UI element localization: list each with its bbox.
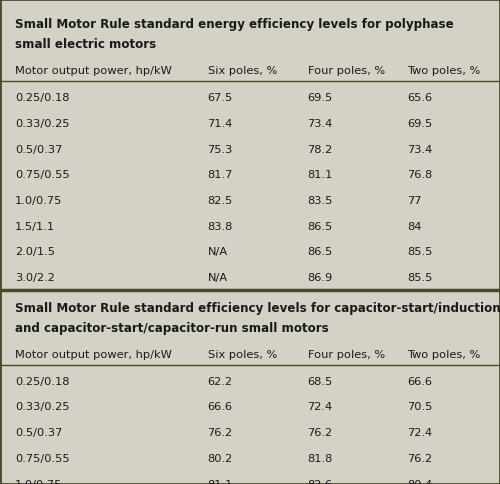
Text: 1.0/0.75: 1.0/0.75 [15,479,62,484]
Text: 0.75/0.55: 0.75/0.55 [15,453,70,463]
Text: 84: 84 [408,221,422,231]
Text: 0.25/0.18: 0.25/0.18 [15,93,70,103]
Text: 77: 77 [408,196,422,206]
Text: 76.2: 76.2 [208,427,233,437]
Text: 0.5/0.37: 0.5/0.37 [15,144,62,154]
Text: 1.0/0.75: 1.0/0.75 [15,196,62,206]
Text: 75.3: 75.3 [208,144,233,154]
Text: 80.2: 80.2 [208,453,233,463]
Text: 81.1: 81.1 [308,170,333,180]
Text: 67.5: 67.5 [208,93,233,103]
Text: N/A: N/A [208,247,228,257]
Text: 76.2: 76.2 [408,453,432,463]
Text: N/A: N/A [208,272,228,283]
Text: 76.2: 76.2 [308,427,332,437]
Text: small electric motors: small electric motors [15,38,156,51]
Text: 68.5: 68.5 [308,376,333,386]
Text: 80.4: 80.4 [408,479,433,484]
Text: 72.4: 72.4 [308,402,332,411]
Text: 86.5: 86.5 [308,221,333,231]
Text: 2.0/1.5: 2.0/1.5 [15,247,55,257]
Text: 85.5: 85.5 [408,272,433,283]
Text: 66.6: 66.6 [408,376,432,386]
Text: 83.8: 83.8 [208,221,233,231]
Text: Small Motor Rule standard efficiency levels for capacitor-start/induction-run: Small Motor Rule standard efficiency lev… [15,301,500,314]
Text: 81.8: 81.8 [308,453,333,463]
Text: Six poles, %: Six poles, % [208,349,277,359]
Text: Four poles, %: Four poles, % [308,349,384,359]
Text: Four poles, %: Four poles, % [308,66,384,76]
Text: 70.5: 70.5 [408,402,433,411]
Text: Two poles, %: Two poles, % [408,349,481,359]
Text: 0.33/0.25: 0.33/0.25 [15,119,70,129]
Text: and capacitor-start/capacitor-run small motors: and capacitor-start/capacitor-run small … [15,321,329,334]
Text: 73.4: 73.4 [308,119,333,129]
Text: Motor output power, hp/kW: Motor output power, hp/kW [15,349,172,359]
Text: Small Motor Rule standard energy efficiency levels for polyphase: Small Motor Rule standard energy efficie… [15,18,454,31]
Text: 85.5: 85.5 [408,247,433,257]
Text: 62.2: 62.2 [208,376,233,386]
Text: 0.75/0.55: 0.75/0.55 [15,170,70,180]
Text: 83.5: 83.5 [308,196,333,206]
Text: 65.6: 65.6 [408,93,432,103]
Text: 3.0/2.2: 3.0/2.2 [15,272,55,283]
Text: 0.25/0.18: 0.25/0.18 [15,376,70,386]
Text: 66.6: 66.6 [208,402,233,411]
Text: 69.5: 69.5 [308,93,333,103]
Text: 0.5/0.37: 0.5/0.37 [15,427,62,437]
Text: 81.1: 81.1 [208,479,233,484]
Text: 82.5: 82.5 [208,196,233,206]
Text: 0.33/0.25: 0.33/0.25 [15,402,70,411]
Text: 86.9: 86.9 [308,272,333,283]
Text: Motor output power, hp/kW: Motor output power, hp/kW [15,66,172,76]
Text: 82.6: 82.6 [308,479,332,484]
Text: Two poles, %: Two poles, % [408,66,481,76]
Text: 71.4: 71.4 [208,119,233,129]
Text: 86.5: 86.5 [308,247,333,257]
Text: 78.2: 78.2 [308,144,333,154]
Text: 81.7: 81.7 [208,170,233,180]
Text: 1.5/1.1: 1.5/1.1 [15,221,55,231]
Text: Six poles, %: Six poles, % [208,66,277,76]
Text: 72.4: 72.4 [408,427,432,437]
Text: 73.4: 73.4 [408,144,433,154]
Text: 69.5: 69.5 [408,119,433,129]
Text: 76.8: 76.8 [408,170,433,180]
